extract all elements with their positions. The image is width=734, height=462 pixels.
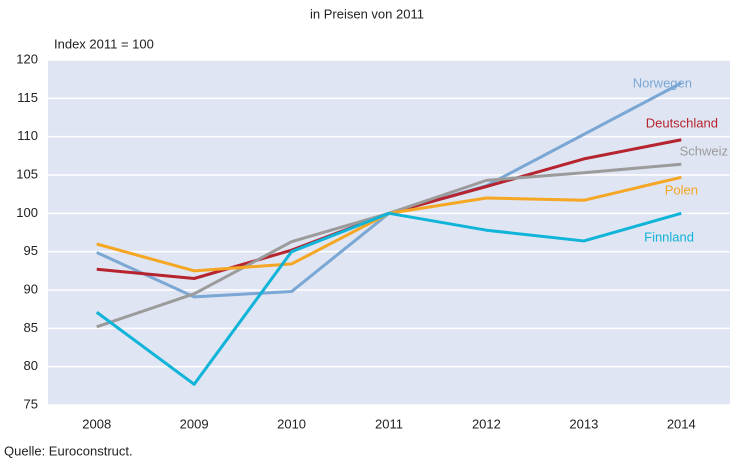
series-line <box>95 211 682 386</box>
y-tick-label: 100 <box>16 205 38 220</box>
x-tick-label: 2010 <box>277 416 306 431</box>
y-tick-label: 95 <box>24 243 38 258</box>
y-tick-label: 115 <box>17 90 38 105</box>
y-tick-label: 120 <box>16 51 38 66</box>
y-axis-label: Index 2011 = 100 <box>54 36 154 51</box>
y-tick-label: 90 <box>24 281 38 296</box>
x-tick-label: 2014 <box>667 416 696 431</box>
series-label: Deutschland <box>646 115 718 130</box>
y-tick-label: 75 <box>24 396 38 411</box>
series-label: Polen <box>665 182 698 197</box>
x-tick-label: 2009 <box>180 416 209 431</box>
series-label: Schweiz <box>680 143 728 158</box>
x-tick-label: 2011 <box>375 416 403 431</box>
y-tick-label: 85 <box>24 320 38 335</box>
y-tick-label: 80 <box>24 358 38 373</box>
x-tick-label: 2012 <box>472 416 501 431</box>
series-label: Finnland <box>644 229 694 244</box>
y-tick-label: 110 <box>17 128 38 143</box>
x-tick-label: 2013 <box>569 416 598 431</box>
y-tick-label: 105 <box>16 166 38 181</box>
series-label: Norwegen <box>633 75 692 90</box>
x-tick-label: 2008 <box>82 416 111 431</box>
source: Quelle: Euroconstruct. <box>4 443 133 458</box>
chart-title: in Preisen von 2011 <box>310 6 424 21</box>
